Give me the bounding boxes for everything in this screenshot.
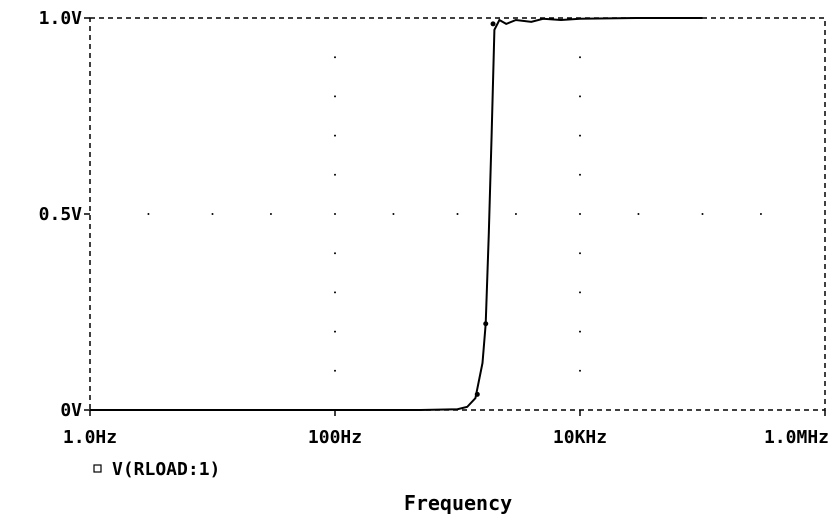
grid-dot: [701, 213, 704, 215]
grid-dot: [579, 56, 581, 59]
series-marker: [483, 321, 489, 327]
y-tick-label: 0V: [60, 400, 82, 421]
grid-dot: [456, 213, 459, 215]
grid-dot: [269, 213, 272, 215]
grid-dot: [392, 213, 395, 215]
grid-dot: [579, 291, 581, 294]
series-markers: [474, 21, 496, 397]
grid-dot: [579, 369, 581, 372]
x-tick-labels: 1.0Hz 100Hz 10KHz 1.0MHz: [63, 427, 829, 448]
legend: V(RLOAD:1): [93, 459, 220, 480]
grid-dots: [147, 56, 762, 372]
grid-dot: [334, 95, 336, 98]
grid-dot: [334, 369, 336, 372]
grid-dot: [579, 173, 581, 176]
legend-marker-icon: [93, 464, 102, 473]
grid-dot: [334, 173, 336, 176]
grid-dot: [579, 252, 581, 255]
x-tick-label: 100Hz: [308, 427, 362, 448]
x-axis-label: Frequency: [404, 491, 512, 515]
grid-dot: [579, 330, 581, 333]
y-tick-labels: 0V 0.5V 1.0V: [39, 8, 83, 421]
grid-dot: [334, 213, 336, 215]
grid-dot: [514, 213, 517, 215]
grid-dot: [579, 213, 581, 215]
x-tick-label: 10KHz: [553, 427, 607, 448]
grid-dot: [579, 134, 581, 137]
grid-dot: [334, 252, 336, 255]
series-line-v-rload: [90, 17, 703, 411]
y-tick-label: 1.0V: [39, 8, 83, 29]
grid-dot: [147, 213, 150, 215]
grid-dot: [334, 56, 336, 59]
axis-ticks: [84, 17, 826, 416]
series-marker: [474, 391, 480, 397]
y-tick-label: 0.5V: [39, 204, 83, 225]
grid-dot: [334, 134, 336, 137]
x-tick-label: 1.0MHz: [764, 427, 829, 448]
grid-dot: [334, 291, 336, 294]
series-marker: [490, 21, 496, 27]
grid-dot: [579, 95, 581, 98]
legend-label: V(RLOAD:1): [112, 459, 220, 480]
grid-dot: [637, 213, 640, 215]
grid-dot: [211, 213, 214, 215]
grid-dot: [334, 330, 336, 333]
grid-dot: [759, 213, 762, 215]
x-tick-label: 1.0Hz: [63, 427, 117, 448]
